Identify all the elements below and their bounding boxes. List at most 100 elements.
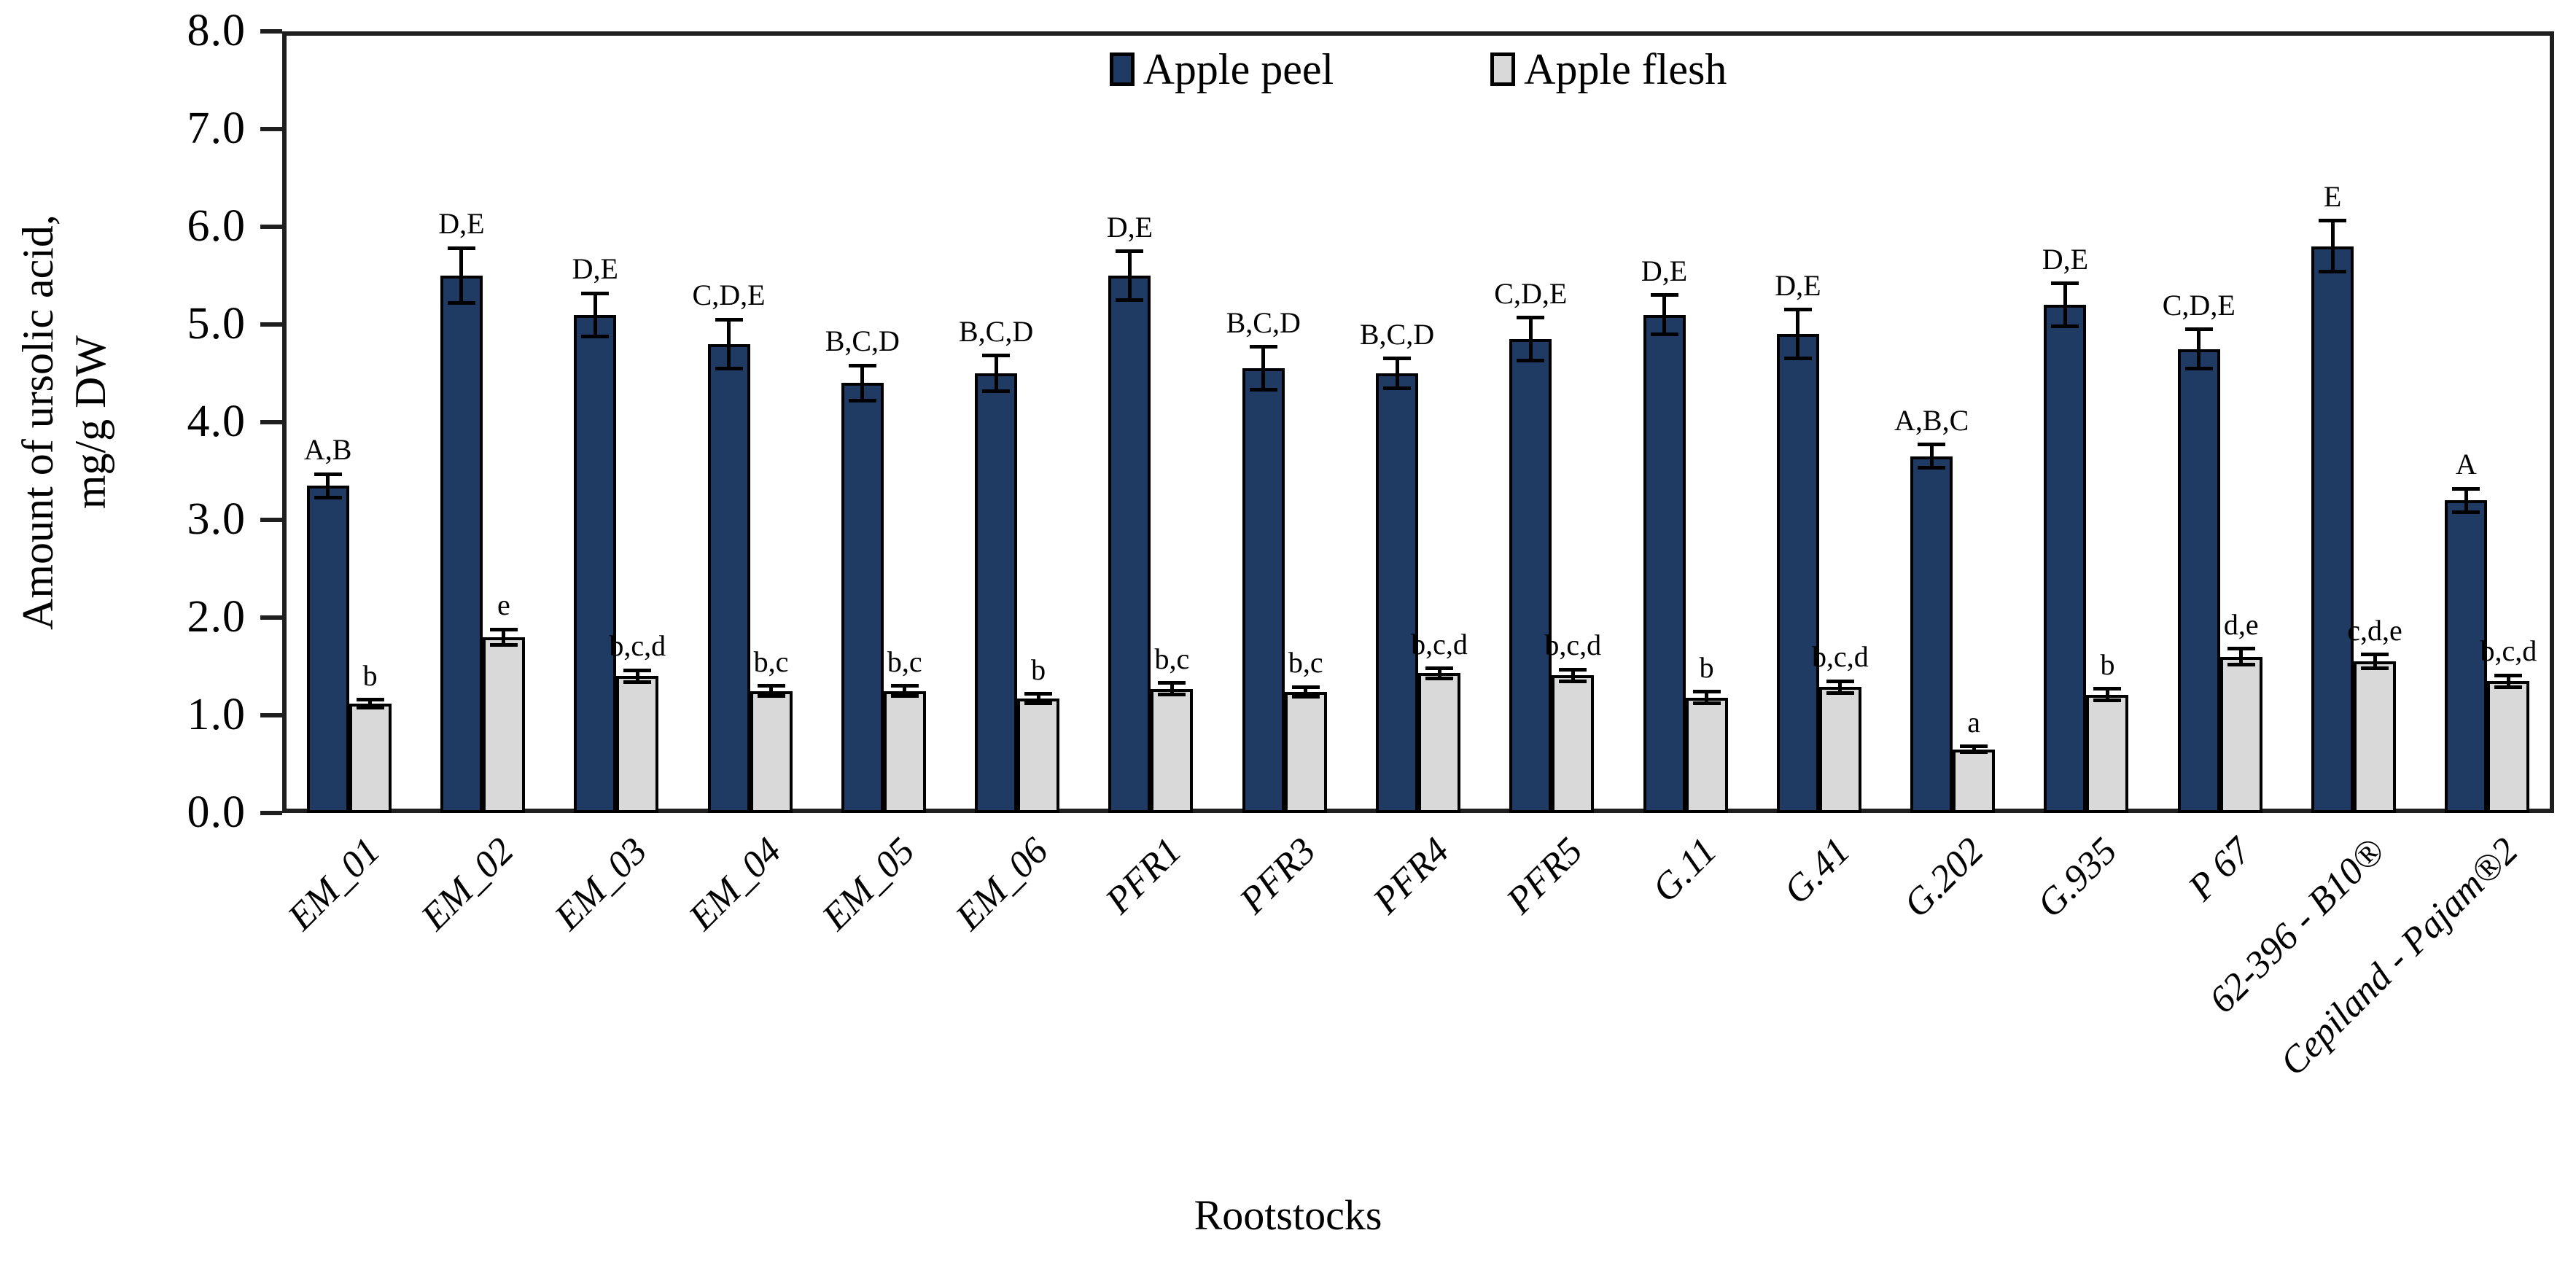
significance-letters-flesh: b: [1699, 650, 1714, 684]
error-bar-cap-bottom: [1291, 695, 1320, 699]
error-bar-cap-bottom: [314, 495, 342, 499]
bar-apple-peel: [2177, 349, 2220, 813]
error-bar-line: [1261, 346, 1266, 390]
error-bar-line: [1705, 691, 1709, 704]
error-bar-cap-top: [1918, 443, 1946, 447]
error-bar-line: [2197, 329, 2201, 369]
error-bar-line: [593, 293, 597, 337]
error-bar-line: [326, 474, 330, 498]
y-axis-tick: [260, 518, 282, 522]
significance-letters-peel: B,C,D: [825, 324, 900, 358]
error-bar-line: [1127, 251, 1132, 300]
error-bar-line: [459, 248, 464, 303]
error-bar-cap-bottom: [489, 643, 518, 647]
significance-letters-peel: A,B,C: [1894, 403, 1969, 437]
legend-item-apple-flesh: Apple flesh: [1490, 45, 1727, 93]
significance-letters-flesh: b,c,d: [1411, 627, 1468, 661]
bar-apple-peel: [975, 373, 1018, 813]
error-bar-cap-top: [1249, 345, 1277, 349]
significance-letters-flesh: b,c: [887, 645, 922, 678]
legend-item-apple-peel: Apple peel: [1109, 45, 1334, 93]
error-bar-line: [2239, 648, 2244, 665]
error-bar-cap-top: [623, 668, 652, 672]
error-bar-cap-top: [1517, 316, 1545, 320]
bar-apple-flesh: [750, 690, 793, 813]
error-bar-cap-bottom: [581, 334, 610, 338]
error-bar-cap-bottom: [1116, 298, 1144, 302]
error-bar-cap-bottom: [1249, 388, 1277, 392]
error-bar-cap-top: [1826, 679, 1854, 683]
error-bar-cap-bottom: [2093, 699, 2122, 703]
bar-apple-flesh: [1818, 687, 1861, 813]
significance-letters-flesh: e: [497, 588, 510, 622]
bar-apple-peel: [1509, 339, 1552, 813]
error-bar-cap-bottom: [1783, 357, 1812, 361]
bar-apple-flesh: [883, 690, 926, 813]
error-bar-cap-top: [581, 291, 610, 295]
error-bar-line: [2330, 220, 2335, 272]
error-bar-cap-bottom: [715, 366, 743, 370]
bar-apple-peel: [841, 383, 884, 813]
error-bar-line: [1662, 295, 1667, 335]
error-bar-cap-bottom: [1425, 676, 1453, 680]
error-bar-line: [1796, 309, 1800, 359]
error-bar-line: [1972, 746, 1976, 752]
error-bar-cap-top: [1291, 685, 1320, 689]
error-bar-line: [2506, 675, 2510, 688]
error-bar-cap-top: [447, 246, 475, 250]
error-bar-cap-bottom: [1383, 386, 1411, 390]
error-bar-line: [1571, 669, 1575, 682]
bar-apple-peel: [2044, 305, 2087, 813]
bar-apple-flesh: [2487, 681, 2530, 813]
significance-letters-peel: B,C,D: [958, 314, 1034, 348]
x-axis-title: Rootstocks: [1194, 1191, 1382, 1239]
significance-letters-flesh: b,c,d: [1544, 629, 1602, 662]
bar-apple-peel: [1108, 276, 1151, 813]
bar-apple-peel: [1776, 334, 1819, 813]
error-bar-cap-top: [848, 363, 876, 367]
bar-apple-peel: [440, 276, 483, 813]
error-bar-cap-bottom: [447, 301, 475, 306]
significance-letters-flesh: b: [1031, 653, 1046, 686]
significance-letters-flesh: b,c,d: [1811, 640, 1869, 674]
significance-letters-flesh: b,c: [1154, 642, 1190, 675]
error-bar-cap-bottom: [1024, 701, 1053, 706]
error-bar-line: [2063, 283, 2067, 327]
bar-apple-flesh: [1418, 673, 1460, 813]
error-bar-cap-top: [715, 317, 743, 322]
bar-apple-peel: [707, 343, 750, 813]
error-bar-cap-top: [1783, 308, 1812, 312]
bar-apple-peel: [1242, 368, 1285, 813]
legend-label-apple-flesh: Apple flesh: [1524, 45, 1727, 93]
significance-letters-peel: A,B: [303, 433, 352, 467]
error-bar-line: [994, 355, 998, 392]
error-bar-cap-bottom: [848, 399, 876, 403]
error-bar-cap-top: [2184, 327, 2213, 332]
significance-letters-peel: D,E: [1641, 254, 1688, 287]
error-bar-cap-top: [757, 684, 785, 688]
legend-label-apple-peel: Apple peel: [1143, 45, 1334, 93]
error-bar-cap-bottom: [2184, 366, 2213, 370]
error-bar-line: [1838, 681, 1842, 693]
error-bar-line: [635, 670, 639, 682]
significance-letters-flesh: b,c,d: [2480, 634, 2537, 668]
error-bar-cap-bottom: [1692, 701, 1721, 706]
error-bar-cap-top: [1692, 690, 1721, 694]
error-bar-cap-top: [2227, 647, 2255, 651]
error-bar-line: [1437, 668, 1441, 679]
error-bar-line: [903, 685, 907, 696]
y-tick-label: 8.0: [187, 6, 246, 55]
significance-letters-flesh: b,c,d: [609, 629, 666, 663]
error-bar-line: [1528, 317, 1533, 361]
error-bar-cap-bottom: [2319, 270, 2347, 274]
significance-letters-peel: D,E: [1106, 210, 1153, 244]
y-tick-label: 3.0: [187, 494, 246, 544]
significance-letters-peel: D,E: [572, 252, 618, 286]
y-tick-label: 7.0: [187, 104, 246, 153]
error-bar-cap-bottom: [1826, 690, 1854, 695]
significance-letters-peel: C,D,E: [692, 279, 766, 312]
bar-apple-peel: [2311, 246, 2354, 813]
bar-apple-flesh: [2086, 694, 2129, 813]
error-bar-cap-top: [1559, 667, 1587, 672]
error-bar-cap-bottom: [1559, 679, 1587, 683]
